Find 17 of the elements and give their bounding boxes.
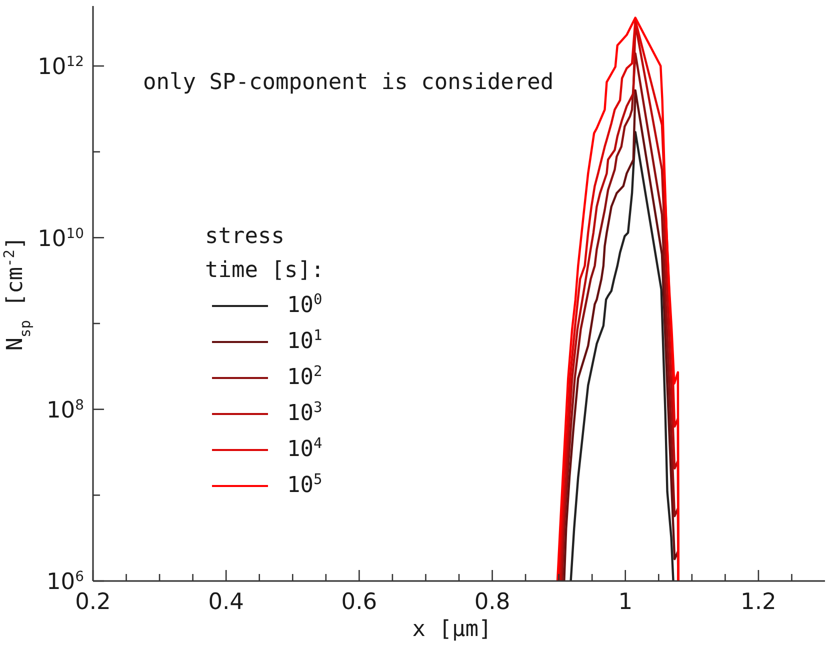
y-tick-label: 10$^{12}$ — [38, 54, 84, 80]
x-tick-label: 0.4 — [208, 589, 244, 615]
legend-label: 10$^{2}$ — [287, 364, 322, 391]
y-tick-label: 10$^{8}$ — [46, 397, 84, 424]
x-tick-label: 1 — [618, 589, 633, 615]
x-tick-label: 1.2 — [740, 589, 776, 615]
x-axis-title: x [μm] — [411, 617, 493, 643]
legend-label: 10$^{0}$ — [287, 292, 322, 319]
legend-label: 10$^{3}$ — [287, 400, 322, 427]
x-tick-label: 0.6 — [341, 589, 378, 615]
x-tick-label: 0.8 — [474, 589, 510, 615]
legend-label: 10$^{1}$ — [287, 328, 322, 355]
annotation: only SP-component is considered — [143, 70, 554, 96]
legend-label: 10$^{4}$ — [287, 436, 322, 463]
legend-label: 10$^{5}$ — [287, 472, 322, 499]
legend-title: stress time [s]: — [205, 223, 326, 285]
y-tick-label: 10$^{10}$ — [38, 226, 84, 252]
